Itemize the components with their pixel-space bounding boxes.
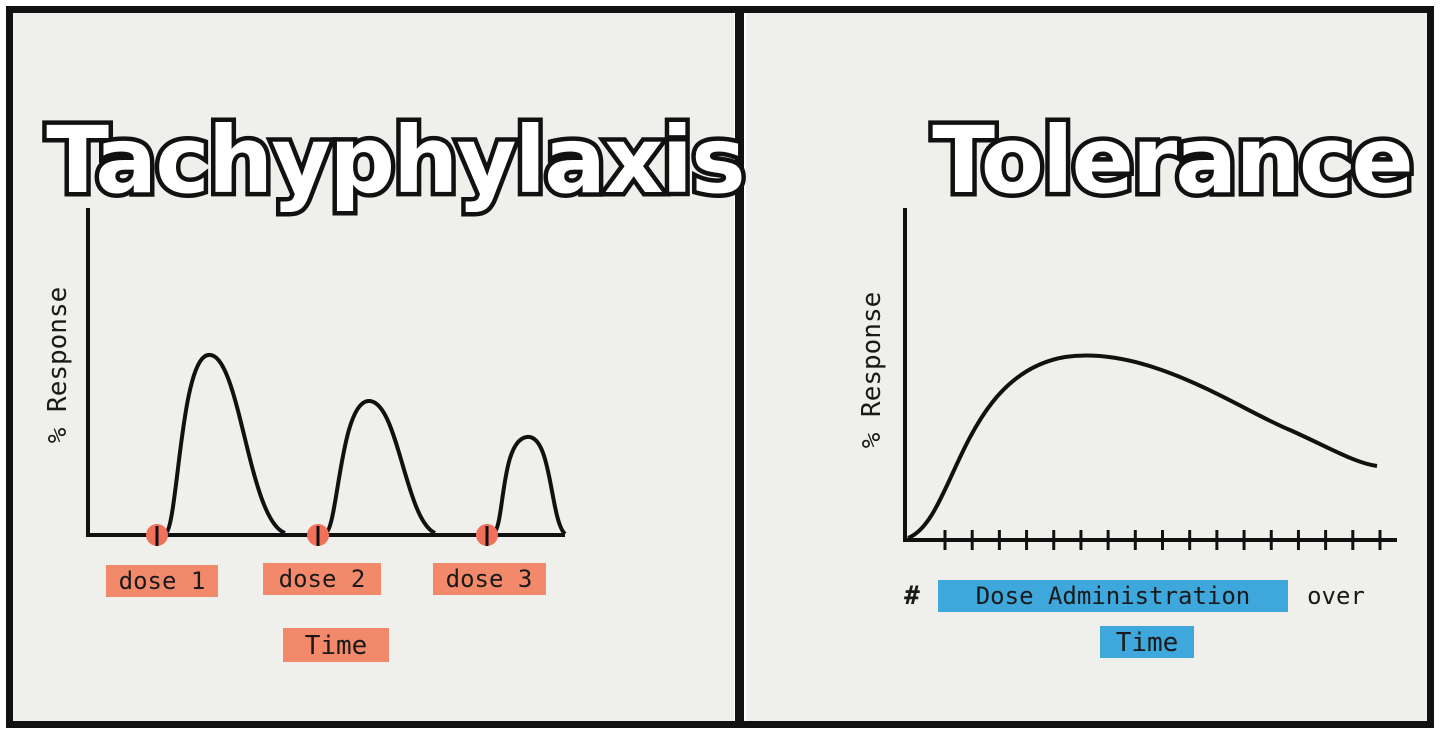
tolerance-time-highlight	[1100, 626, 1194, 658]
tachy-xlabel: Time	[305, 631, 368, 661]
tolerance-ylabel: % Response	[857, 292, 887, 449]
dose-administration-label: Dose Administration	[976, 582, 1251, 610]
tolerance-xlabel: Time	[1116, 628, 1179, 658]
tachy-peak-3	[491, 435, 567, 536]
tachy-peak-2	[323, 399, 437, 536]
dose-3-highlight	[433, 563, 546, 595]
dose-1-label: dose 1	[119, 567, 206, 595]
dose-administration-highlight	[938, 580, 1288, 612]
tachy-ylabel: % Response	[43, 287, 73, 444]
tolerance-title: Tolerance	[932, 107, 1412, 214]
tachy-time-highlight	[283, 628, 389, 662]
tolerance-curve	[907, 353, 1378, 540]
tolerance-axes	[903, 208, 1397, 542]
dose-marker-2	[307, 524, 329, 546]
tachy-peak-1	[163, 353, 286, 536]
dose-marker-3	[476, 524, 498, 546]
dose-2-label: dose 2	[279, 565, 366, 593]
panel-divider	[735, 6, 744, 728]
dose-2-highlight	[263, 563, 381, 595]
dose-marker-1	[146, 524, 168, 546]
tolerance-x-ticks	[943, 530, 1382, 550]
tachy-axes	[86, 208, 565, 537]
tolerance-hash-label: #	[904, 581, 920, 611]
tachyphylaxis-panel	[12, 10, 734, 724]
tolerance-over-label: over	[1307, 582, 1365, 610]
tachyphylaxis-title: Tachyphylaxis	[46, 107, 744, 214]
dose-3-label: dose 3	[446, 565, 533, 593]
dose-1-highlight	[106, 565, 218, 597]
